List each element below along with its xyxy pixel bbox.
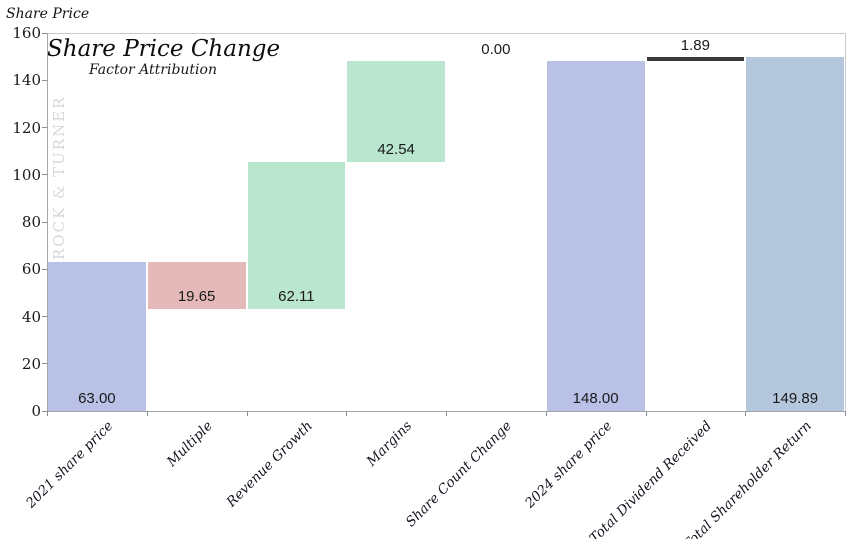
chart-subtitle: Factor Attribution — [89, 62, 217, 78]
x-tick-mark — [845, 411, 846, 416]
y-tick-label: 100 — [12, 165, 41, 184]
value-label: 42.54 — [377, 140, 415, 158]
value-label: 1.89 — [680, 36, 710, 54]
chart-title: Share Price Change — [47, 36, 281, 62]
value-label: 0.00 — [481, 41, 511, 59]
bar-2021-share-price — [48, 262, 146, 411]
y-tick-mark — [42, 268, 47, 270]
value-label: 63.00 — [78, 390, 116, 407]
x-tick-mark — [645, 411, 647, 416]
bar-total-shareholder-return — [746, 56, 844, 411]
y-tick-mark — [42, 363, 47, 365]
y-tick-mark — [42, 79, 47, 81]
y-tick-mark — [42, 32, 47, 34]
category-label: Multiple — [163, 418, 216, 470]
bar-2024-share-price — [546, 61, 645, 411]
y-tick-mark — [42, 316, 47, 317]
y-tick-label: 160 — [12, 24, 41, 42]
category-label: 2021 share price — [22, 418, 117, 512]
y-tick-mark — [42, 410, 47, 412]
category-label: Share Count Change — [402, 418, 516, 531]
plot-border-right — [845, 33, 846, 412]
y-tick-label: 140 — [12, 71, 41, 90]
value-label: 148.00 — [572, 390, 619, 407]
value-label: 62.11 — [278, 287, 315, 305]
x-tick-mark — [346, 411, 348, 416]
y-tick-label: 120 — [12, 118, 41, 137]
y-tick-mark — [42, 127, 47, 128]
y-axis-title: Share Price — [6, 6, 90, 22]
plot-border-top — [47, 33, 846, 34]
y-tick-label: 80 — [21, 213, 41, 231]
category-label: 2024 share price — [521, 418, 615, 512]
value-label: 149.89 — [772, 390, 819, 407]
x-tick-mark — [446, 411, 447, 416]
y-tick-mark — [42, 174, 47, 176]
watermark: ROCK & TURNER — [50, 95, 68, 261]
y-tick-label: 0 — [31, 402, 41, 420]
chart-title-block: Share Price Change Factor Attribution — [47, 36, 281, 78]
bar-multiple — [147, 262, 246, 309]
bar-revenue-growth — [247, 161, 346, 309]
x-tick-mark — [246, 411, 248, 416]
y-tick-label: 60 — [21, 260, 41, 279]
y-axis-line — [47, 33, 48, 411]
x-tick-mark — [146, 411, 148, 416]
y-tick-label: 40 — [21, 307, 41, 326]
x-tick-mark — [745, 411, 747, 416]
value-label: 19.65 — [177, 287, 216, 305]
category-label: Revenue Growth — [223, 418, 316, 511]
y-tick-label: 20 — [21, 354, 41, 373]
y-tick-mark — [42, 221, 47, 223]
bar-margins — [347, 61, 445, 162]
x-tick-mark — [545, 411, 547, 416]
category-label: Margins — [363, 418, 416, 470]
x-tick-mark — [47, 411, 48, 416]
bar-total-dividend-received — [646, 56, 745, 62]
